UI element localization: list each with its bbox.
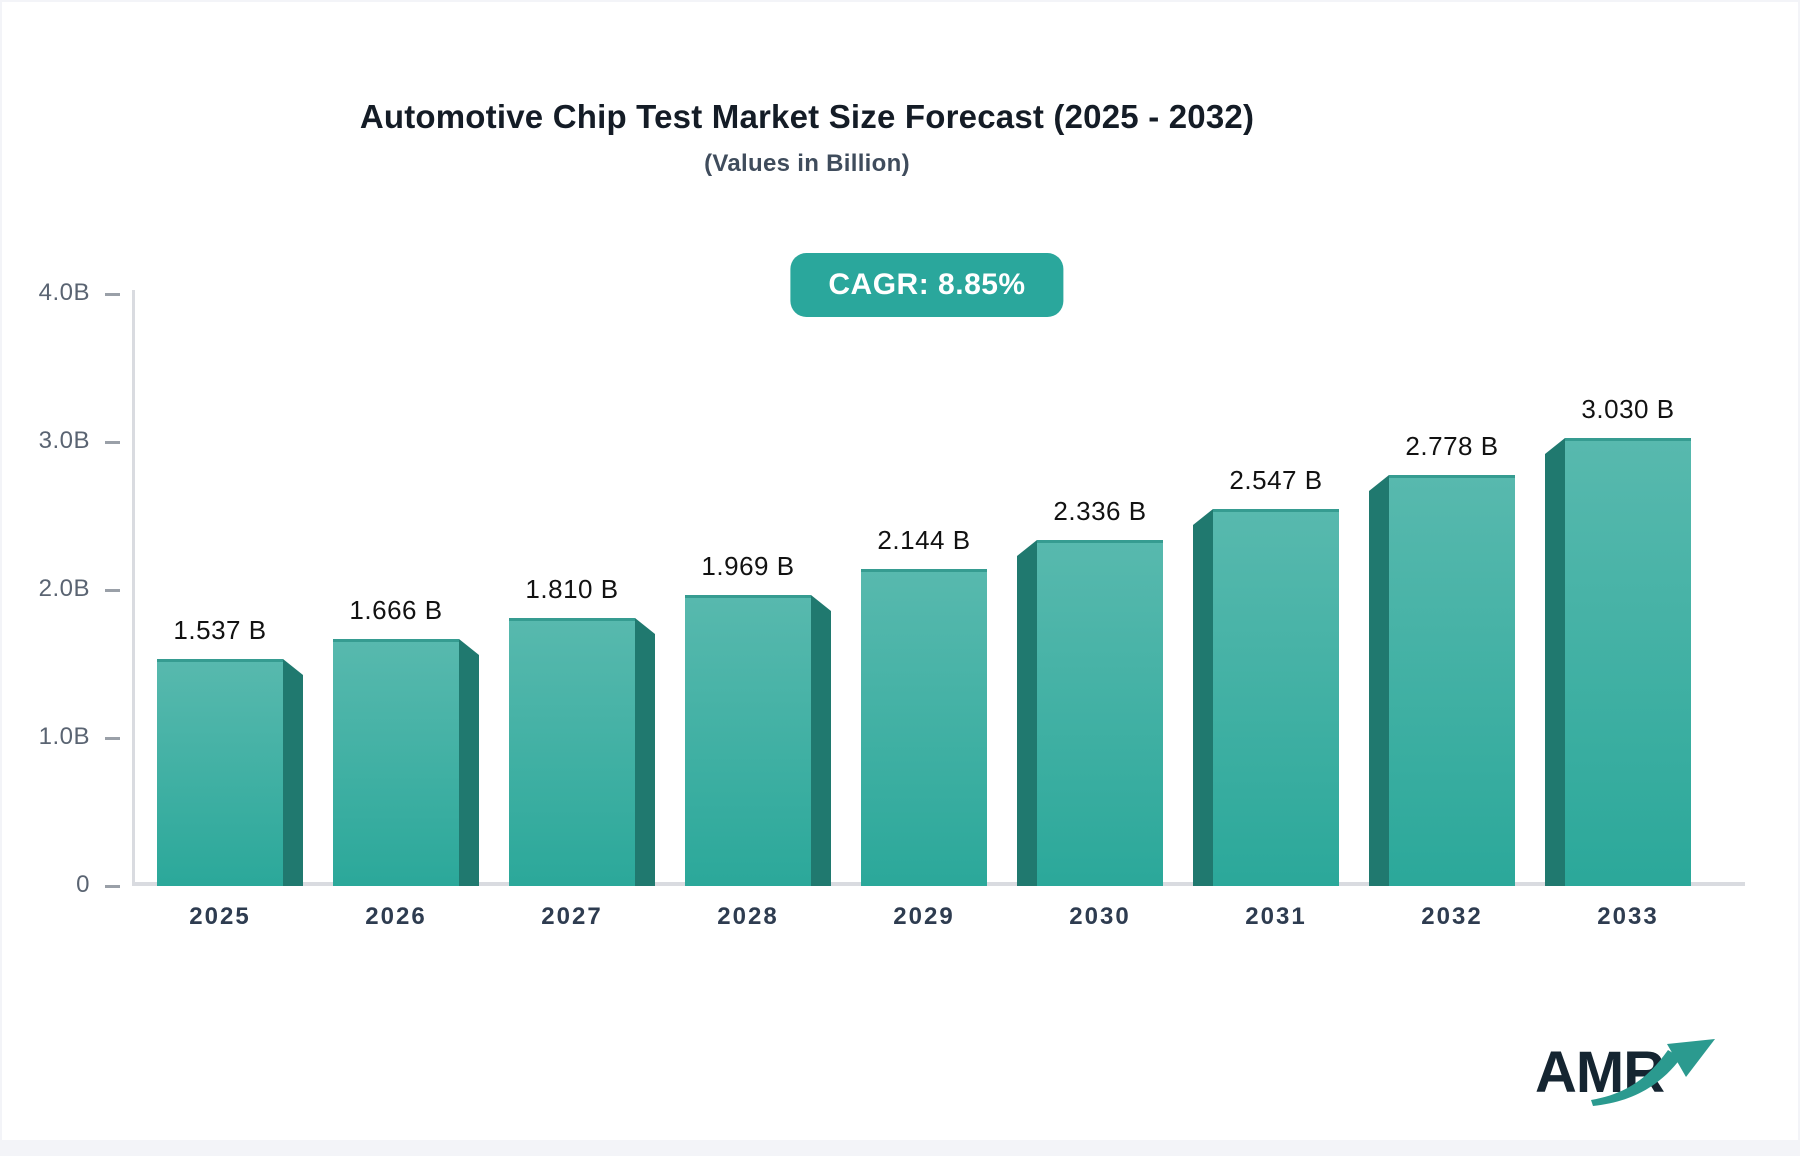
bar-side-face	[1369, 475, 1389, 886]
bar-value-label: 2.144 B	[877, 525, 971, 555]
amr-logo-text: AMR	[1535, 1040, 1664, 1105]
amr-logo-arrow-swoosh	[1591, 1050, 1681, 1106]
bar-front-face	[333, 639, 459, 886]
bar-side-face	[811, 595, 831, 886]
bar-value-label: 1.969 B	[701, 551, 795, 581]
chart-subtitle: (Values in Billion)	[704, 150, 910, 177]
bar-front-face	[1389, 475, 1515, 886]
bar-2029	[861, 569, 987, 886]
bar-side-face	[1017, 540, 1037, 886]
bar-2030	[1017, 540, 1163, 886]
x-axis-label-2033: 2033	[1597, 903, 1659, 930]
bar-front-face	[1565, 438, 1691, 886]
x-axis-label-2031: 2031	[1245, 903, 1307, 930]
bar-top-edge	[1213, 509, 1339, 512]
bar-2031	[1193, 509, 1339, 886]
bar-top-edge	[1037, 540, 1163, 543]
bar-top-edge	[157, 659, 283, 662]
y-tick-label-4.0B: 4.0B	[38, 279, 90, 306]
bar-side-face	[459, 639, 479, 886]
cagr-badge: CAGR: 8.85%	[790, 253, 1064, 317]
bar-front-face	[157, 659, 283, 886]
y-tick-mark-4.0B	[105, 293, 120, 296]
y-tick-label-1.0B: 1.0B	[38, 723, 90, 750]
amr-logo-arrow-head	[1667, 1039, 1715, 1077]
bar-value-label: 2.547 B	[1229, 465, 1323, 495]
page-bottom-strip	[2, 1140, 1798, 1148]
bar-front-face	[509, 618, 635, 886]
bar-top-edge	[1389, 475, 1515, 478]
bar-front-face	[861, 569, 987, 886]
bar-2025	[157, 659, 303, 886]
y-tick-mark-2.0B	[105, 589, 120, 592]
y-tick-label-2.0B: 2.0B	[38, 575, 90, 602]
y-tick-mark-1.0B	[105, 737, 120, 740]
x-axis-label-2025: 2025	[189, 903, 251, 930]
bar-2026	[333, 639, 479, 886]
amr-logo: AMR	[1535, 1039, 1715, 1106]
bar-front-face	[1213, 509, 1339, 886]
bar-top-edge	[333, 639, 459, 642]
bar-value-label: 1.537 B	[173, 615, 267, 645]
x-axis-label-2032: 2032	[1421, 903, 1483, 930]
bar-front-face	[1037, 540, 1163, 886]
y-tick-label-0: 0	[76, 871, 90, 898]
x-axis-label-2026: 2026	[365, 903, 427, 930]
bar-top-edge	[1565, 438, 1691, 441]
x-axis-label-2029: 2029	[893, 903, 955, 930]
bar-2028	[685, 595, 831, 886]
y-tick-mark-0	[105, 885, 120, 888]
x-axis-label-2030: 2030	[1069, 903, 1131, 930]
bar-top-edge	[509, 618, 635, 621]
chart-title: Automotive Chip Test Market Size Forecas…	[359, 98, 1255, 135]
bar-value-label: 3.030 B	[1581, 394, 1675, 424]
bar-value-label: 1.666 B	[349, 595, 443, 625]
y-tick-label-3.0B: 3.0B	[38, 427, 90, 454]
bar-value-label: 2.778 B	[1405, 431, 1499, 461]
x-axis-label-2027: 2027	[541, 903, 603, 930]
bar-top-edge	[861, 569, 987, 572]
bar-value-label: 1.810 B	[525, 574, 619, 604]
x-axis-label-2028: 2028	[717, 903, 779, 930]
bar-top-edge	[685, 595, 811, 598]
bar-front-face	[685, 595, 811, 886]
y-axis-line	[132, 290, 135, 886]
bar-2033	[1545, 438, 1691, 886]
bar-side-face	[1545, 438, 1565, 886]
bar-2027	[509, 618, 655, 886]
bar-side-face	[283, 659, 303, 886]
bar-2032	[1369, 475, 1515, 886]
y-tick-mark-3.0B	[105, 441, 120, 444]
bar-side-face	[635, 618, 655, 886]
bar-side-face	[1193, 509, 1213, 886]
bar-value-label: 2.336 B	[1053, 496, 1147, 526]
